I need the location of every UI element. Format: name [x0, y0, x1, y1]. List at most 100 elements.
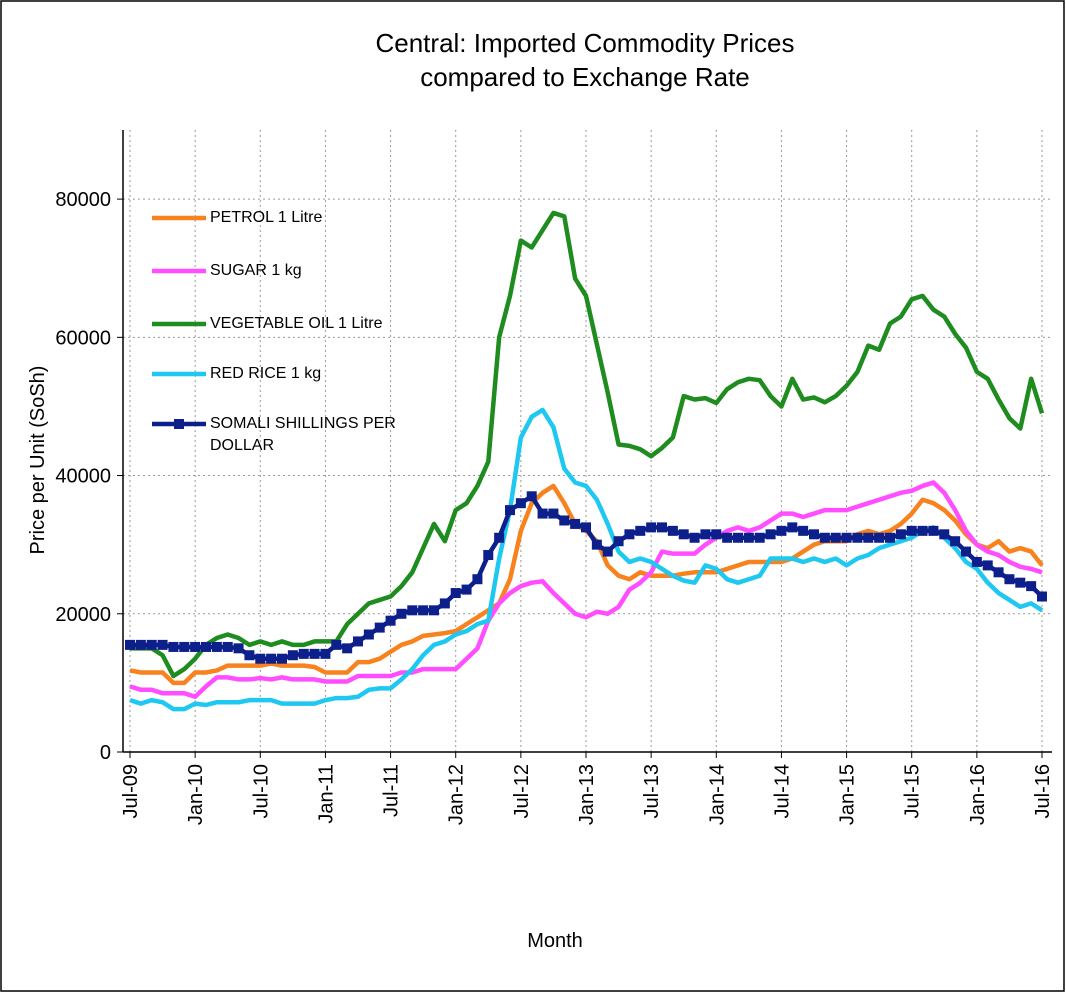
y-tick-label: 40000 — [55, 466, 111, 488]
legend-label: SUGAR 1 kg — [210, 262, 302, 279]
point-marker — [765, 529, 776, 540]
x-tick-label: Jul-10 — [250, 764, 272, 818]
series-line — [130, 210, 1045, 679]
point-marker — [244, 650, 255, 661]
legend-box: VEGETABLE OIL 1 Litre — [210, 315, 383, 332]
point-marker — [711, 529, 722, 540]
x-tick-label: Jul-15 — [902, 764, 924, 818]
x-tick-label: Jul-12 — [511, 764, 533, 818]
point-marker — [950, 536, 961, 547]
legend-label: SOMALI SHILLINGS PER DOLLAR — [210, 415, 396, 454]
point-marker — [819, 532, 830, 543]
point-marker — [168, 641, 179, 652]
y-axis-label: Price per Unit (SoSh) — [27, 366, 49, 555]
point-marker — [135, 639, 146, 650]
point-marker — [895, 529, 906, 540]
point-marker — [939, 529, 950, 540]
point-marker — [700, 529, 711, 540]
point-marker — [874, 532, 885, 543]
title-box: Central: Imported Commodity Prices compa… — [375, 28, 794, 92]
legend-label: VEGETABLE OIL 1 Litre — [210, 315, 383, 332]
point-marker — [233, 643, 244, 654]
point-marker — [1037, 591, 1047, 602]
point-marker — [993, 567, 1004, 578]
point-marker — [287, 650, 298, 661]
x-tick-label: Jan-14 — [706, 764, 728, 825]
point-marker — [591, 539, 602, 550]
point-marker — [429, 605, 439, 616]
point-marker — [1026, 581, 1037, 592]
y-tick-label: 0 — [100, 742, 111, 764]
point-marker — [363, 629, 374, 640]
point-marker — [277, 653, 287, 664]
point-marker — [885, 532, 895, 543]
point-marker — [548, 508, 559, 519]
point-marker — [494, 532, 505, 543]
y-tick-label: 60000 — [55, 327, 111, 349]
point-marker — [450, 588, 461, 599]
point-marker — [657, 522, 667, 533]
point-marker — [971, 556, 982, 567]
point-marker — [906, 525, 917, 536]
legend-box: PETROL 1 Litre — [210, 209, 322, 226]
point-marker — [570, 518, 581, 529]
point-marker — [733, 532, 743, 543]
point-marker — [407, 605, 418, 616]
series-line — [129, 480, 1043, 699]
point-marker — [743, 532, 754, 543]
point-marker — [559, 515, 570, 526]
point-marker — [320, 648, 331, 659]
point-marker — [624, 529, 635, 540]
point-marker — [439, 598, 450, 609]
point-marker — [678, 529, 689, 540]
legend-marker — [174, 419, 184, 429]
x-tick-label: Jul-09 — [120, 764, 142, 818]
series-line — [129, 407, 1044, 712]
point-marker — [266, 653, 277, 664]
point-marker — [646, 522, 657, 533]
y-tick-label: 20000 — [55, 604, 111, 626]
point-marker — [526, 491, 537, 502]
point-marker — [722, 532, 733, 543]
legend-box: RED RICE 1 kg — [210, 365, 321, 382]
point-marker — [385, 615, 396, 626]
point-marker — [1004, 574, 1015, 585]
point-marker — [928, 525, 939, 536]
point-marker — [331, 639, 342, 650]
point-marker — [353, 636, 363, 647]
point-marker — [190, 641, 201, 652]
point-marker — [396, 608, 407, 619]
point-marker — [841, 532, 852, 543]
x-tick-label: Jul-13 — [641, 764, 663, 818]
point-marker — [787, 522, 798, 533]
point-marker — [863, 532, 874, 543]
x-tick-label: Jul-14 — [771, 764, 793, 818]
x-tick-label: Jul-16 — [1032, 764, 1054, 818]
x-axis-label: Month — [527, 930, 583, 952]
point-marker — [201, 641, 211, 652]
point-marker — [157, 639, 168, 650]
point-marker — [211, 641, 222, 652]
point-marker — [798, 525, 809, 536]
point-marker — [809, 529, 819, 540]
point-marker — [309, 648, 320, 659]
point-marker — [917, 525, 928, 536]
x-tick-label: Jan-11 — [315, 764, 337, 824]
point-marker — [179, 641, 190, 652]
point-marker — [982, 560, 993, 571]
point-marker — [613, 536, 624, 547]
point-marker — [222, 641, 233, 652]
point-marker — [961, 546, 971, 557]
y-tick-label: 80000 — [55, 189, 111, 211]
point-marker — [472, 574, 483, 585]
point-marker — [374, 622, 385, 633]
x-tick-label: Jan-15 — [837, 764, 859, 825]
point-marker — [830, 532, 841, 543]
x-tick-label: Jul-11 — [381, 764, 403, 817]
legend-box: SOMALI SHILLINGS PER DOLLAR — [210, 415, 396, 454]
point-marker — [852, 532, 863, 543]
point-marker — [461, 584, 472, 595]
point-marker — [776, 525, 787, 536]
point-marker — [505, 505, 515, 516]
